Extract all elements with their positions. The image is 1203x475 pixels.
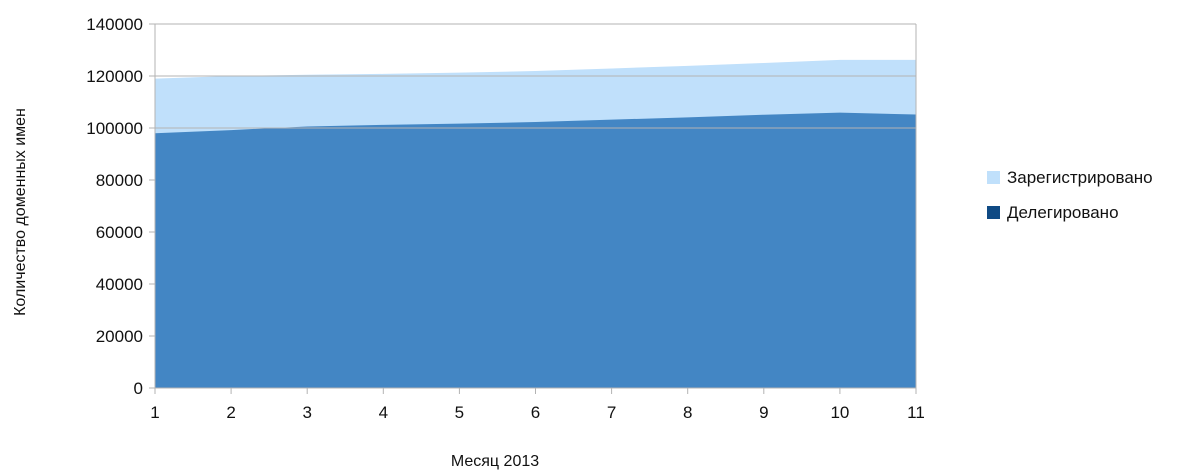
legend: Зарегистрировано Делегировано [987, 168, 1153, 222]
y-tick-label: 80000 [96, 171, 143, 190]
y-axis-ticks: 0 20000 40000 60000 80000 100000 120000 140000 [86, 15, 155, 398]
x-axis-ticks: 1 2 3 4 5 6 7 8 9 10 11 [150, 388, 925, 422]
y-tick-label: 100000 [86, 119, 143, 138]
y-tick-label: 120000 [86, 67, 143, 86]
x-tick-label: 6 [531, 403, 540, 422]
x-axis-title: Месяц 2013 [451, 453, 539, 470]
plot-areas [155, 59, 916, 388]
x-tick-label: 3 [302, 403, 311, 422]
y-tick-label: 60000 [96, 223, 143, 242]
x-tick-label: 10 [830, 403, 849, 422]
legend-label: Делегировано [1007, 203, 1119, 222]
legend-swatch [987, 206, 1000, 219]
y-tick-label: 40000 [96, 275, 143, 294]
plot-frame [150, 23, 917, 389]
x-tick-label: 5 [455, 403, 464, 422]
x-tick-label: 7 [607, 403, 616, 422]
legend-label: Зарегистрировано [1007, 168, 1153, 187]
x-tick-label: 9 [759, 403, 768, 422]
y-axis-title: Количество доменных имен [12, 108, 29, 316]
area-series-2 [155, 112, 916, 388]
grid-lines [155, 75, 916, 129]
x-tick-label: 4 [379, 403, 388, 422]
x-tick-label: 11 [907, 403, 925, 422]
x-tick-label: 2 [226, 403, 235, 422]
legend-swatch [987, 171, 1000, 184]
y-tick-label: 140000 [86, 15, 143, 34]
x-tick-label: 8 [683, 403, 692, 422]
y-tick-label: 0 [134, 379, 143, 398]
x-tick-label: 1 [150, 403, 159, 422]
y-tick-label: 20000 [96, 327, 143, 346]
